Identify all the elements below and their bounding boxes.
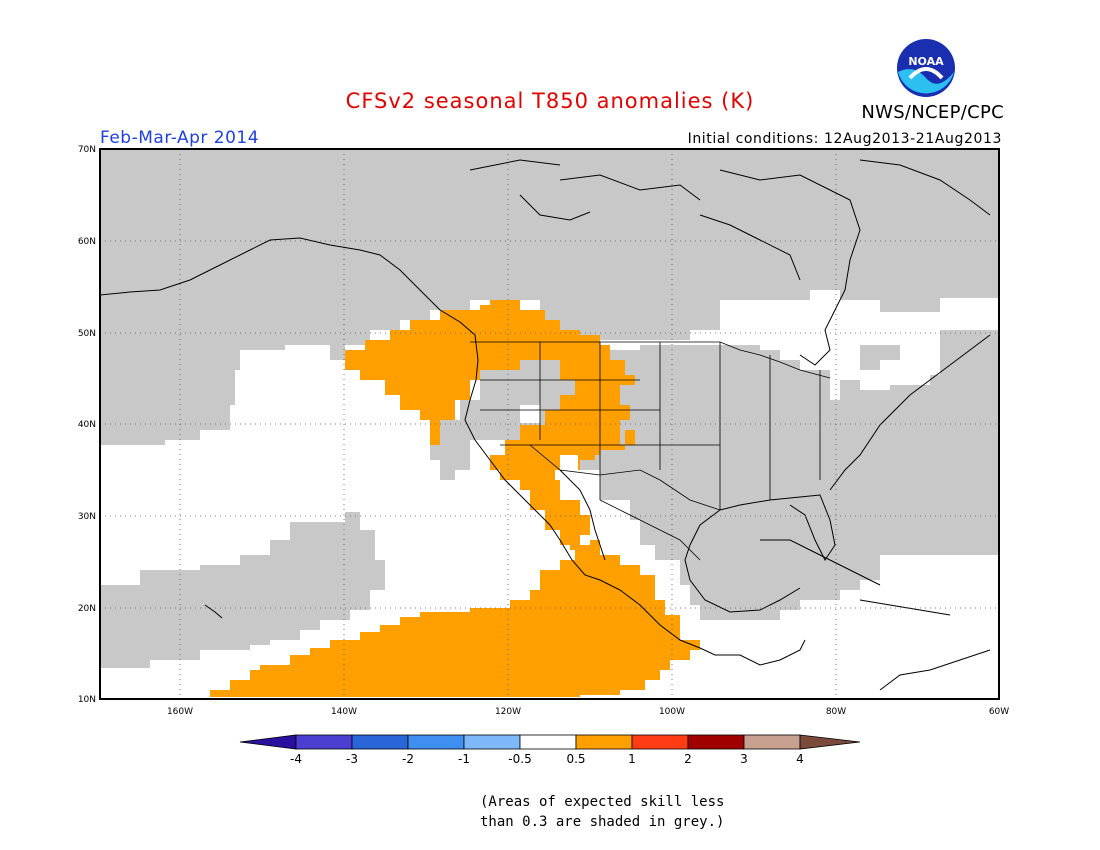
colorbar-label: -3	[346, 752, 358, 766]
graticule	[100, 149, 999, 699]
agency-label: NWS/NCEP/CPC	[861, 102, 1004, 123]
noaa-logo-text: NOAA	[908, 55, 944, 68]
footnote-line-1: (Areas of expected skill less	[480, 794, 725, 810]
colorbar-label: -0.5	[508, 752, 532, 766]
colorbar-bin	[351, 734, 409, 750]
colorbar-bin	[295, 734, 353, 750]
lat-label-50n: 50N	[78, 329, 96, 339]
colorbar-label: 1	[628, 752, 636, 766]
colorbar-arrow-left	[239, 734, 297, 750]
initial-conditions-label: Initial conditions: 12Aug2013-21Aug2013	[687, 131, 1002, 147]
footnote: (Areas of expected skill less than 0.3 a…	[480, 792, 724, 832]
colorbar-bin	[687, 734, 745, 750]
noaa-logo: NOAA	[897, 39, 955, 97]
footnote-line-2: than 0.3 are shaded in grey.)	[480, 814, 725, 830]
latitude-labels: 70N 60N 50N 40N 30N 20N 10N	[78, 145, 96, 705]
colorbar-bin	[743, 734, 801, 750]
season-label: Feb-Mar-Apr 2014	[100, 128, 260, 148]
colorbar-label: -4	[290, 752, 302, 766]
warm-anomaly-region	[210, 300, 700, 697]
colorbar-bin	[575, 734, 633, 750]
longitude-labels: 160W 140W 120W 100W 80W 60W	[167, 707, 1009, 717]
colorbar-bin	[463, 734, 521, 750]
map-frame	[99, 148, 1000, 700]
lat-label-20n: 20N	[78, 604, 96, 614]
lon-label-100w: 100W	[659, 707, 685, 717]
colorbar-bin	[407, 734, 465, 750]
colorbar-label: -2	[402, 752, 414, 766]
colorbar-label: 4	[796, 752, 804, 766]
colorbar-label: 0.5	[566, 752, 586, 766]
neutral-pockets	[520, 405, 578, 473]
colorbar-bin	[631, 734, 689, 750]
lon-label-120w: 120W	[495, 707, 521, 717]
map-title: CFSv2 seasonal T850 anomalies (K)	[345, 89, 755, 113]
lat-label-60n: 60N	[78, 237, 96, 247]
lon-label-60w: 60W	[989, 707, 1009, 717]
colorbar-bin	[519, 734, 577, 750]
lat-label-30n: 30N	[78, 512, 96, 522]
lon-label-80w: 80W	[826, 707, 846, 717]
lat-label-40n: 40N	[78, 420, 96, 430]
colorbar	[239, 734, 861, 750]
political-borders	[470, 341, 831, 561]
lat-label-10n: 10N	[78, 695, 96, 705]
lon-label-140w: 140W	[331, 707, 357, 717]
lon-label-160w: 160W	[167, 707, 193, 717]
colorbar-label: 3	[740, 752, 748, 766]
colorbar-arrow-right	[799, 734, 861, 750]
lat-label-70n: 70N	[78, 145, 96, 155]
colorbar-label: -1	[458, 752, 470, 766]
colorbar-label: 2	[684, 752, 692, 766]
coastlines	[100, 159, 991, 691]
